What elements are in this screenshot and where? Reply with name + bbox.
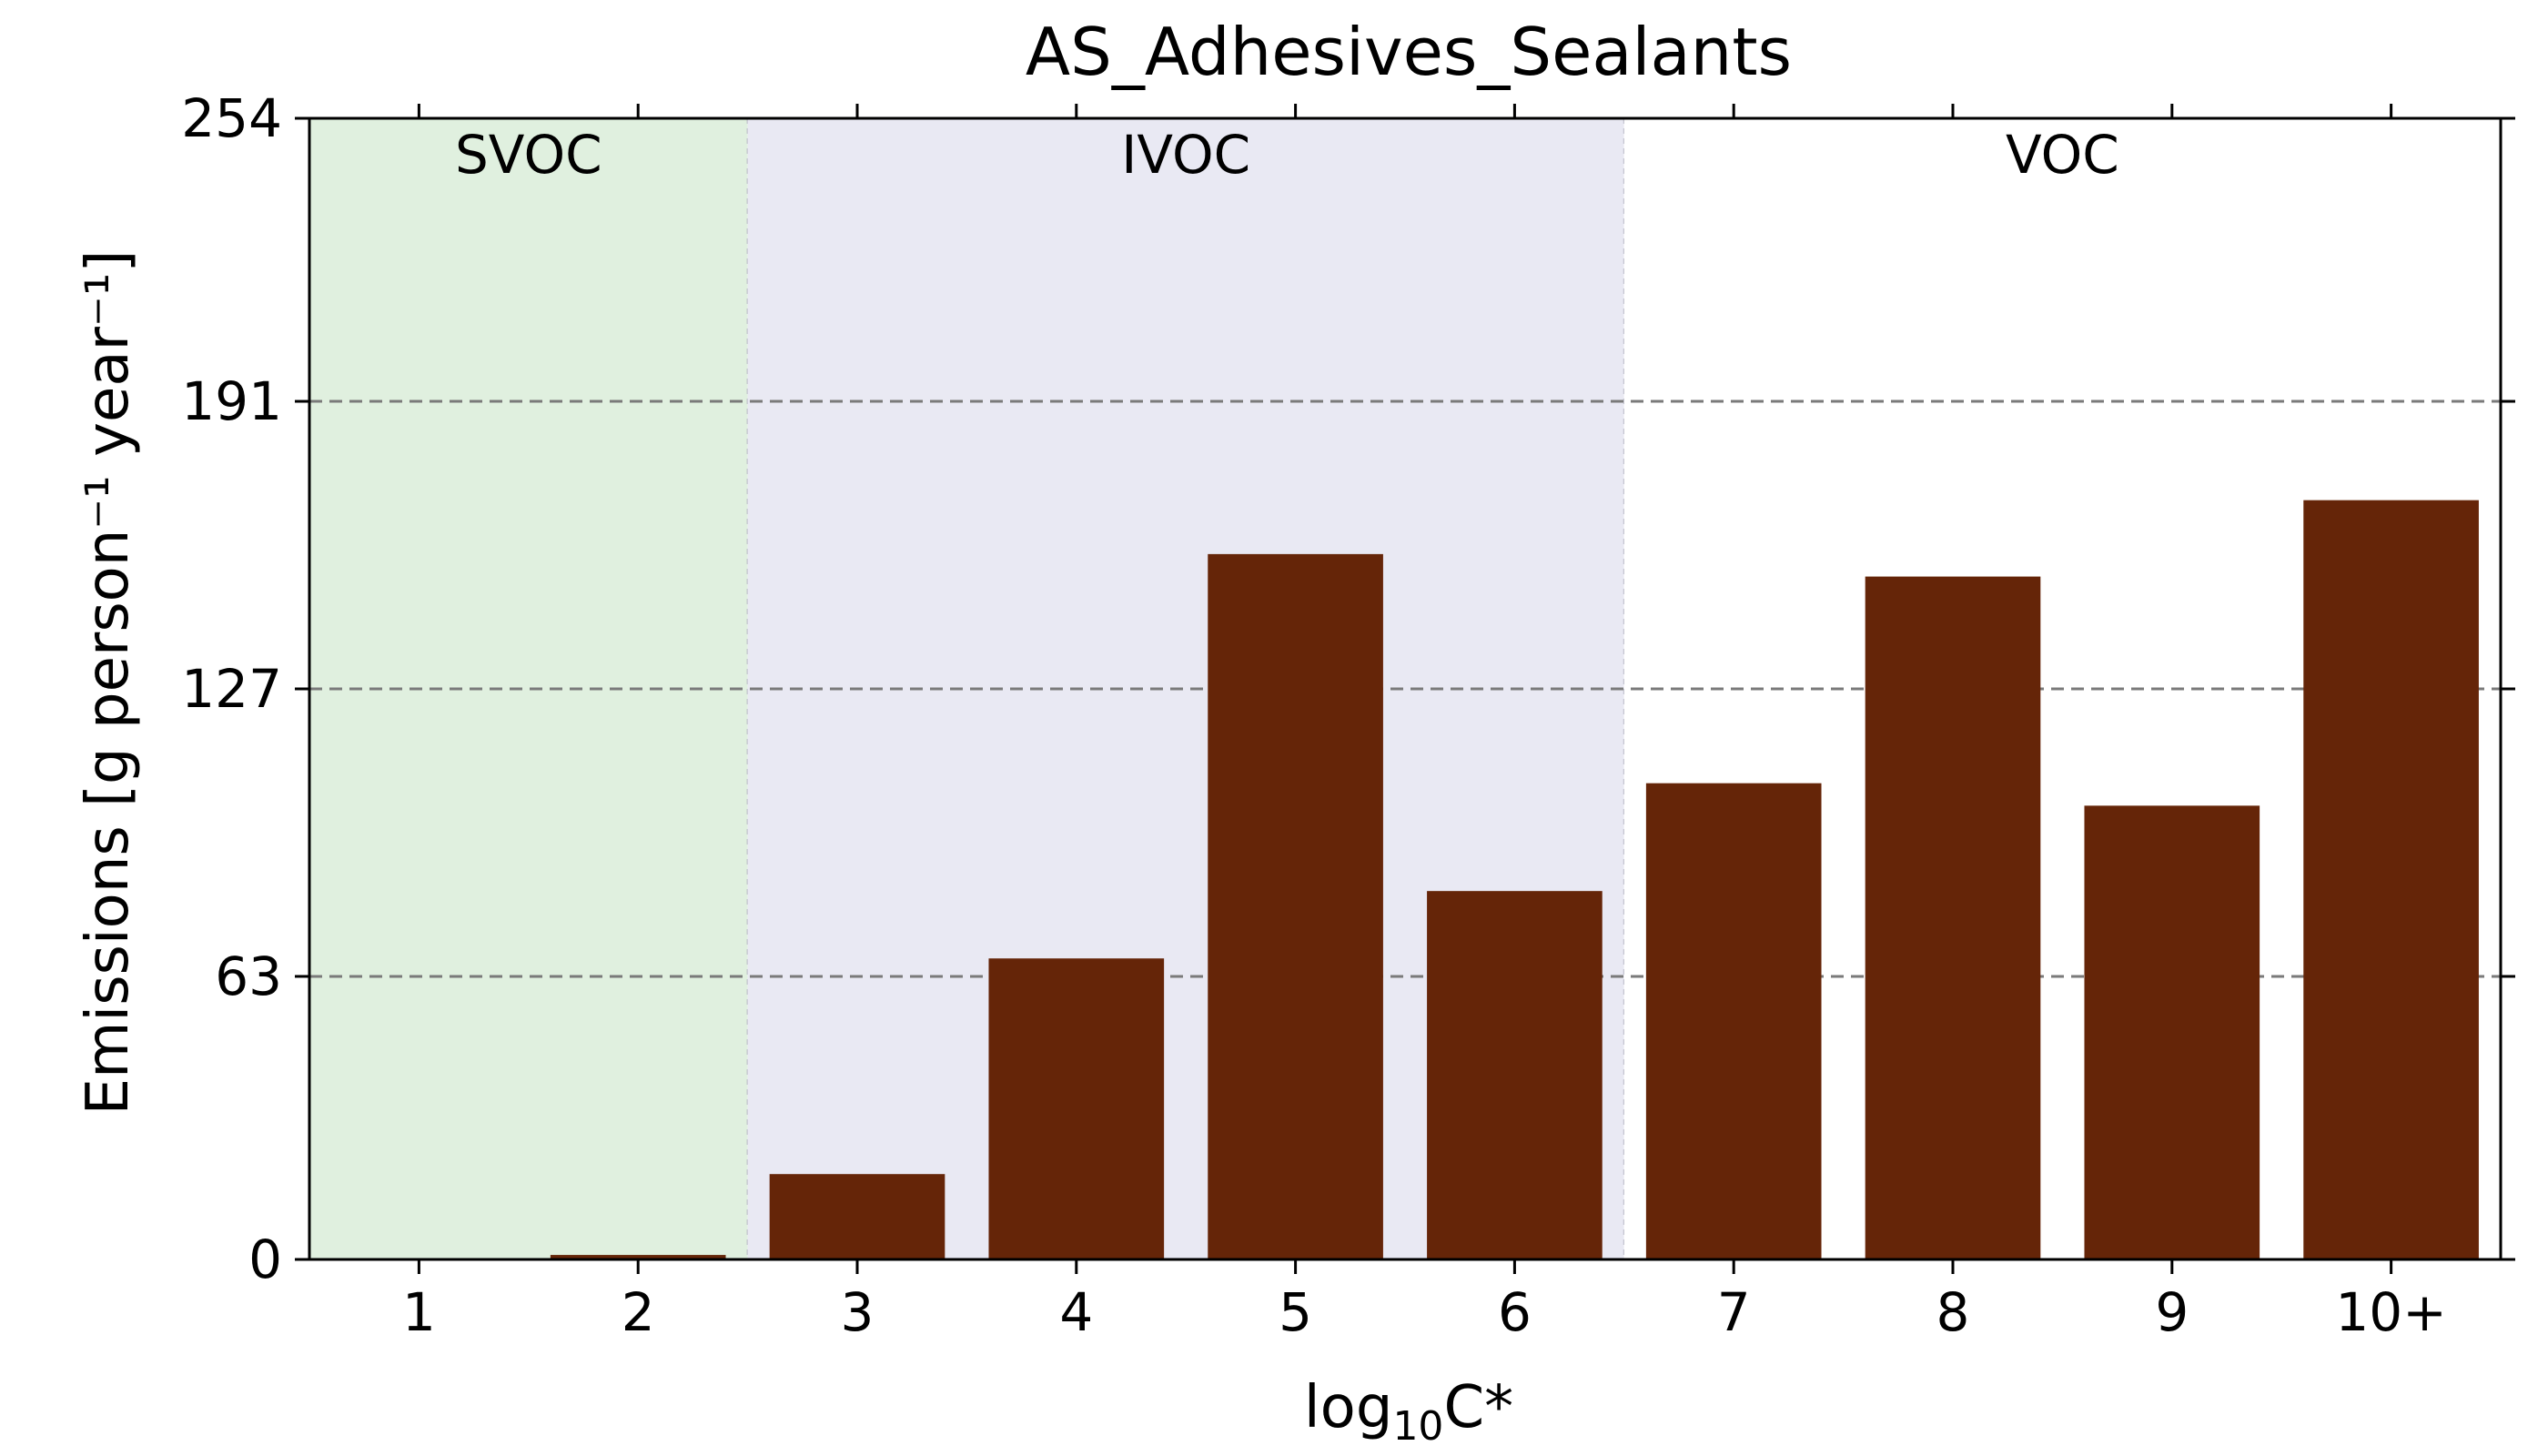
chart-title: AS_Adhesives_Sealants xyxy=(1026,14,1792,90)
region-label-ivoc: IVOC xyxy=(1121,124,1250,186)
x-tick-label: 10+ xyxy=(2335,1281,2446,1343)
x-tick-label: 3 xyxy=(841,1281,875,1343)
y-axis-label: Emissions [g person⁻¹ year⁻¹] xyxy=(75,250,142,1116)
bar-10+ xyxy=(2303,500,2479,1259)
y-tick-label: 63 xyxy=(215,945,282,1007)
y-tick-label: 191 xyxy=(181,370,282,432)
x-tick-label: 2 xyxy=(622,1281,655,1343)
y-tick-label: 254 xyxy=(181,87,282,149)
bar-6 xyxy=(1427,891,1603,1259)
axis-labels: SVOC IVOC VOC 0 63 127 191 254 1 2 3 4 5 6 7 8 9 10+ xyxy=(181,87,2447,1343)
x-axis-label-main: log xyxy=(1304,1374,1393,1441)
bar-7 xyxy=(1645,783,1822,1259)
x-axis-label-tail: C* xyxy=(1443,1374,1513,1441)
x-tick-label: 1 xyxy=(402,1281,436,1343)
bars xyxy=(550,500,2479,1259)
x-tick-label: 6 xyxy=(1498,1281,1532,1343)
x-axis-label: log10C* xyxy=(1304,1374,1513,1450)
x-tick-label: 5 xyxy=(1279,1281,1312,1343)
axis-ticks xyxy=(295,104,2515,1274)
region-label-voc: VOC xyxy=(2006,124,2119,186)
region-label-svoc: SVOC xyxy=(455,124,602,186)
x-tick-label: 8 xyxy=(1936,1281,1970,1343)
bar-4 xyxy=(988,958,1165,1259)
bar-3 xyxy=(769,1174,945,1259)
y-tick-label: 127 xyxy=(181,658,282,720)
x-tick-label: 9 xyxy=(2155,1281,2189,1343)
bar-9 xyxy=(2084,805,2260,1259)
x-tick-label: 7 xyxy=(1717,1281,1751,1343)
x-axis-label-subscript: 10 xyxy=(1392,1403,1443,1450)
x-tick-label: 4 xyxy=(1059,1281,1093,1343)
bar-5 xyxy=(1208,553,1383,1259)
bar-2 xyxy=(550,1255,726,1259)
y-tick-label: 0 xyxy=(248,1228,282,1290)
bar-8 xyxy=(1865,576,2041,1259)
